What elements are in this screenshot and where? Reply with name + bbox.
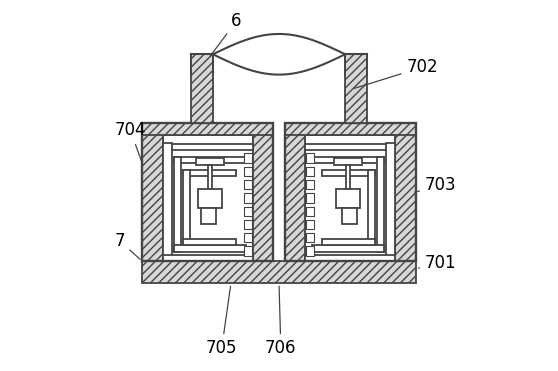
Bar [306,233,314,242]
Bar [305,135,396,261]
Bar [305,255,396,261]
Text: 704: 704 [114,121,146,161]
Bar [198,189,222,208]
Bar [183,239,237,244]
Bar [174,157,246,163]
Bar [396,123,416,261]
Bar [345,54,367,123]
Bar [312,157,384,163]
Bar [305,135,396,261]
Bar [183,170,237,175]
Bar [201,208,216,224]
Bar [253,123,273,261]
Bar [342,208,357,224]
Bar [306,246,314,256]
Bar [244,220,252,229]
Bar [162,135,253,261]
Bar [244,207,252,216]
Bar [312,245,384,252]
Text: 7: 7 [114,232,140,259]
Bar [162,135,253,261]
Bar [162,143,172,261]
Bar [285,123,416,135]
Bar [162,255,253,261]
Text: 703: 703 [415,177,456,194]
Bar [244,233,252,242]
Bar [142,123,273,261]
Bar [285,123,305,261]
Bar [174,245,246,252]
Bar [244,246,252,256]
Bar [306,207,314,216]
Bar [377,157,384,252]
Bar [244,193,252,203]
Bar [162,144,253,150]
Bar [191,54,213,123]
Bar [174,157,181,252]
Text: 701: 701 [418,254,456,272]
Bar [336,189,360,208]
Bar [285,123,416,261]
Bar [306,167,314,176]
Bar [142,261,416,283]
Bar [196,158,224,165]
Bar [306,180,314,189]
Text: 705: 705 [206,286,238,357]
Bar [306,220,314,229]
Bar [183,170,190,244]
Bar [244,167,252,176]
Bar [142,123,162,261]
Bar [386,143,396,261]
Text: 6: 6 [210,12,242,56]
Bar [321,239,375,244]
Bar [368,170,375,244]
Bar [244,180,252,189]
Bar [306,193,314,203]
Bar [346,165,350,189]
Bar [244,153,252,162]
Bar [142,123,273,135]
Text: 706: 706 [265,286,297,357]
Bar [321,170,375,175]
Bar [208,165,212,189]
Bar [306,153,314,162]
Bar [305,144,396,150]
Bar [334,158,362,165]
Text: 702: 702 [354,58,438,89]
